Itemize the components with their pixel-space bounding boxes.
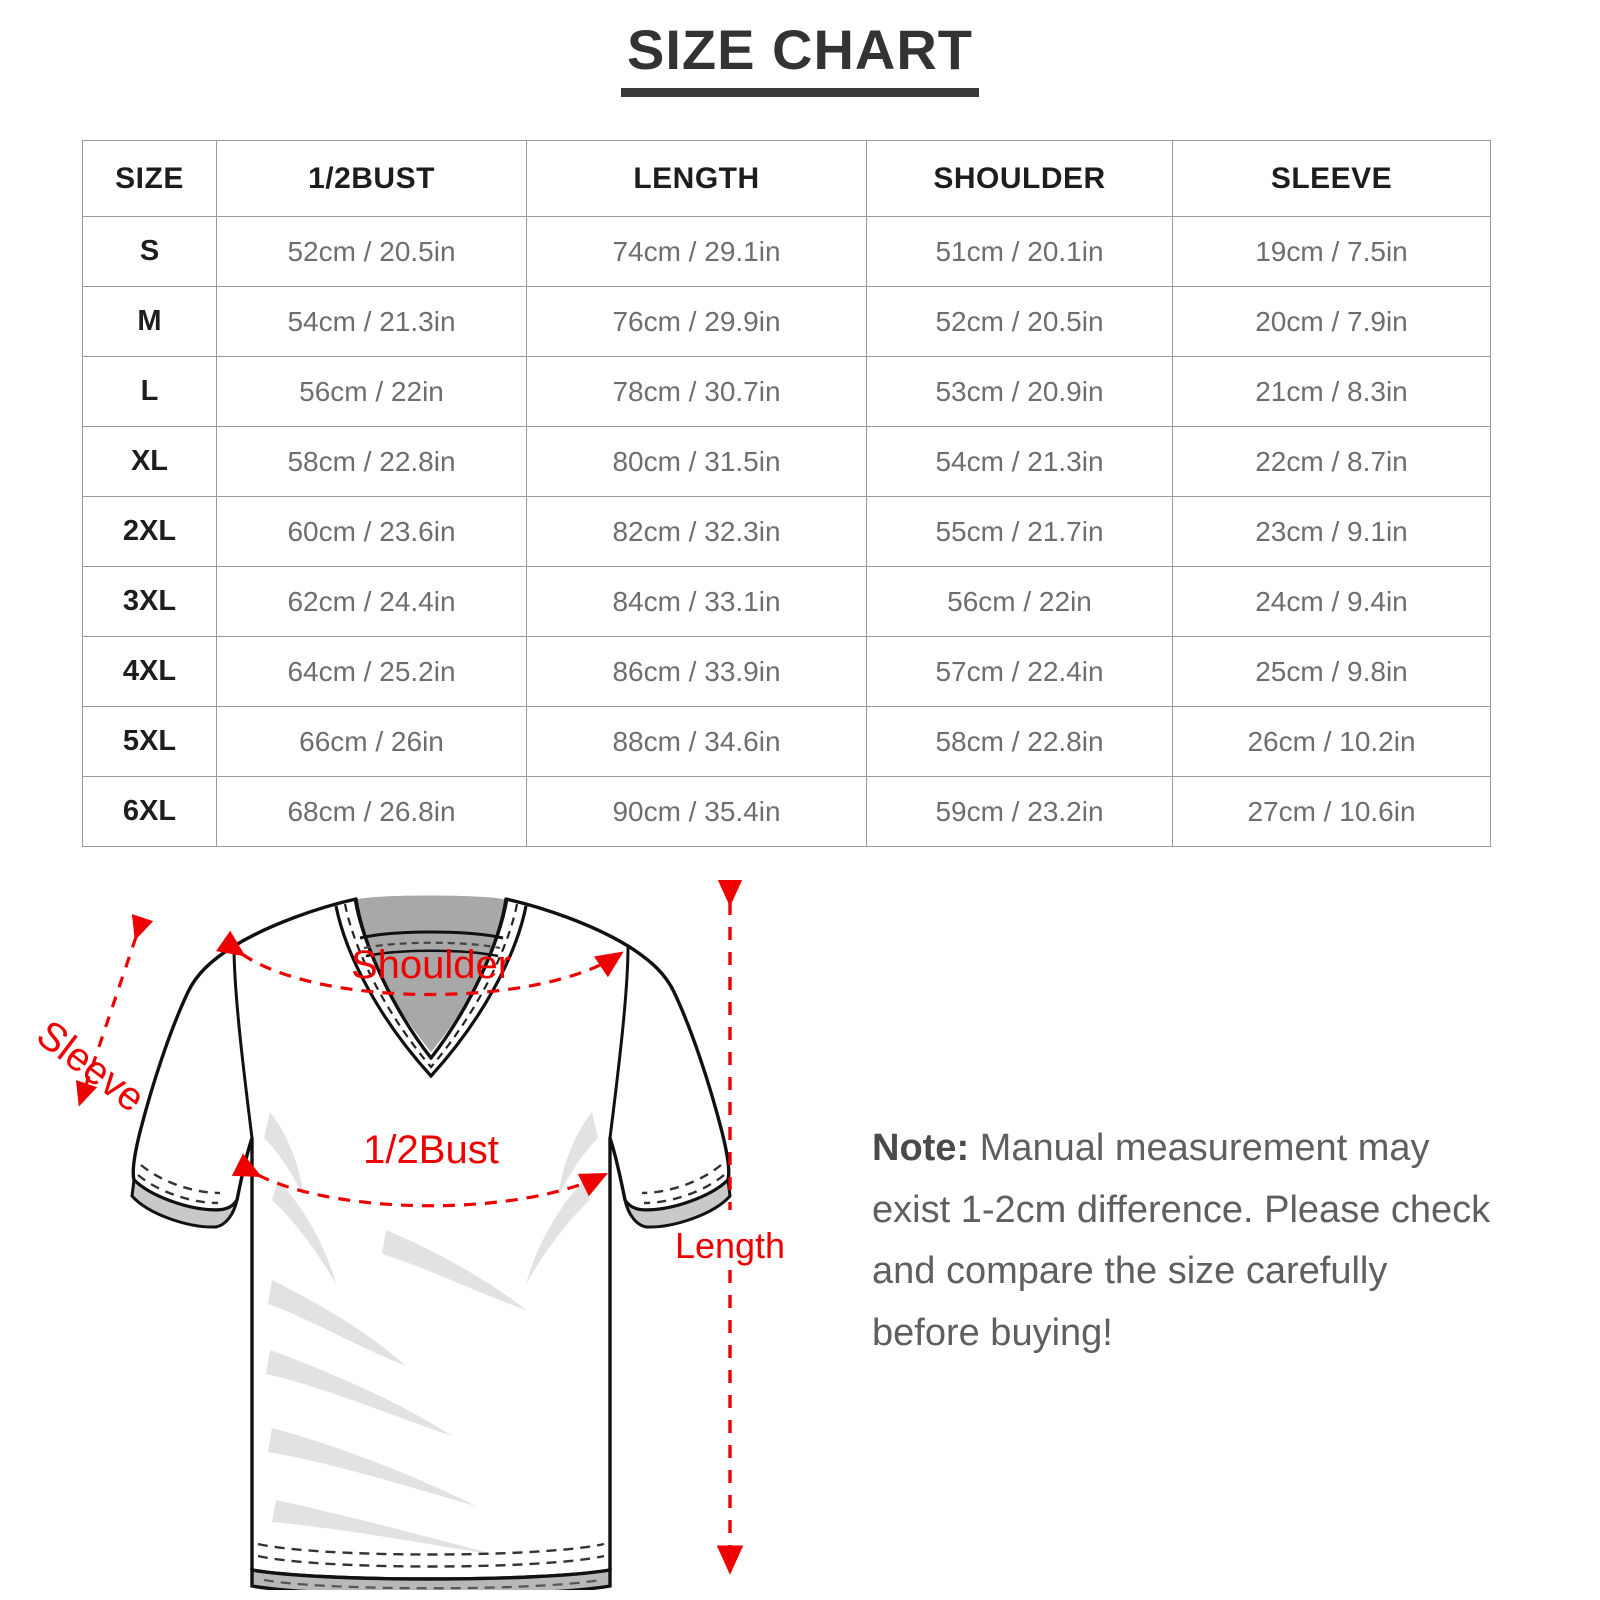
cell-sleeve: 25cm / 9.8in (1172, 636, 1491, 707)
cell-shoulder: 54cm / 21.3in (866, 426, 1173, 497)
length-label: Length (675, 1225, 785, 1266)
page-title-block: SIZE CHART (0, 22, 1600, 97)
shoulder-measure-annotation: Shoulder (215, 930, 624, 997)
cell-length: 78cm / 30.7in (526, 356, 867, 427)
cell-bust: 60cm / 23.6in (216, 496, 527, 567)
table-row: M 54cm / 21.3in 76cm / 29.9in 52cm / 20.… (82, 286, 1491, 357)
table-body: S 52cm / 20.5in 74cm / 29.1in 51cm / 20.… (82, 216, 1491, 847)
cell-sleeve: 27cm / 10.6in (1172, 776, 1491, 847)
title-underline-rule (621, 88, 979, 97)
cell-size: M (82, 286, 217, 357)
right-sleeve-hem (623, 1176, 732, 1229)
shoulder-label: Shoulder (351, 943, 511, 987)
table-row: 3XL 62cm / 24.4in 84cm / 33.1in 56cm / 2… (82, 566, 1491, 637)
right-shoulder-seam (608, 945, 630, 1139)
column-header-length: LENGTH (526, 140, 867, 217)
cell-shoulder: 59cm / 23.2in (866, 776, 1173, 847)
table-row: 6XL 68cm / 26.8in 90cm / 35.4in 59cm / 2… (82, 776, 1491, 847)
cell-bust: 52cm / 20.5in (216, 216, 527, 287)
cell-length: 76cm / 29.9in (526, 286, 867, 357)
table-row: S 52cm / 20.5in 74cm / 29.1in 51cm / 20.… (82, 216, 1491, 287)
cell-length: 90cm / 35.4in (526, 776, 867, 847)
table-row: 2XL 60cm / 23.6in 82cm / 32.3in 55cm / 2… (82, 496, 1491, 567)
cell-bust: 56cm / 22in (216, 356, 527, 427)
column-header-size: SIZE (82, 140, 217, 217)
cell-size: 6XL (82, 776, 217, 847)
cell-shoulder: 58cm / 22.8in (866, 706, 1173, 777)
cell-size: L (82, 356, 217, 427)
cell-sleeve: 19cm / 7.5in (1172, 216, 1491, 287)
sleeve-measure-annotation: Sleeve (29, 914, 154, 1121)
column-header-shoulder: SHOULDER (866, 140, 1173, 217)
cell-size: 2XL (82, 496, 217, 567)
cell-length: 84cm / 33.1in (526, 566, 867, 637)
cell-shoulder: 53cm / 20.9in (866, 356, 1173, 427)
table-row: L 56cm / 22in 78cm / 30.7in 53cm / 20.9i… (82, 356, 1491, 427)
column-header-sleeve: SLEEVE (1172, 140, 1491, 217)
sleeve-measure-line (75, 914, 154, 1107)
cell-size: 4XL (82, 636, 217, 707)
shoulder-measure-line (215, 930, 624, 997)
cell-sleeve: 24cm / 9.4in (1172, 566, 1491, 637)
cell-shoulder: 51cm / 20.1in (866, 216, 1173, 287)
cell-length: 74cm / 29.1in (526, 216, 867, 287)
left-sleeve-hem (130, 1176, 239, 1229)
table-row: 4XL 64cm / 25.2in 86cm / 33.9in 57cm / 2… (82, 636, 1491, 707)
table-row: 5XL 66cm / 26in 88cm / 34.6in 58cm / 22.… (82, 706, 1491, 777)
left-sleeve-stitch-a (140, 1164, 221, 1195)
note-body: Manual measurement may exist 1-2cm diffe… (872, 1127, 1491, 1354)
size-table: SIZE 1/2BUST LENGTH SHOULDER SLEEVE S 52… (82, 140, 1491, 847)
right-sleeve-stitch-b (643, 1174, 725, 1205)
bottom-hem-stitch-a (257, 1542, 605, 1556)
cell-bust: 66cm / 26in (216, 706, 527, 777)
cell-bust: 68cm / 26.8in (216, 776, 527, 847)
bottom-hem-stitch-b (257, 1554, 605, 1568)
cell-size: 5XL (82, 706, 217, 777)
cell-length: 86cm / 33.9in (526, 636, 867, 707)
cell-length: 82cm / 32.3in (526, 496, 867, 567)
cell-bust: 54cm / 21.3in (216, 286, 527, 357)
cell-length: 80cm / 31.5in (526, 426, 867, 497)
tshirt-measurement-diagram: Shoulder Sleeve 1/2Bust Length (20, 880, 840, 1590)
cell-shoulder: 56cm / 22in (866, 566, 1173, 637)
cell-bust: 62cm / 24.4in (216, 566, 527, 637)
cell-sleeve: 21cm / 8.3in (1172, 356, 1491, 427)
bust-label: 1/2Bust (363, 1128, 499, 1172)
cell-bust: 58cm / 22.8in (216, 426, 527, 497)
cell-bust: 64cm / 25.2in (216, 636, 527, 707)
table-header-row: SIZE 1/2BUST LENGTH SHOULDER SLEEVE (82, 140, 1491, 217)
right-sleeve-stitch-a (641, 1164, 722, 1195)
table-row: XL 58cm / 22.8in 80cm / 31.5in 54cm / 21… (82, 426, 1491, 497)
cell-sleeve: 20cm / 7.9in (1172, 286, 1491, 357)
cell-length: 88cm / 34.6in (526, 706, 867, 777)
bottom-hem (250, 1567, 612, 1590)
cell-shoulder: 55cm / 21.7in (866, 496, 1173, 567)
column-header-bust: 1/2BUST (216, 140, 527, 217)
cell-sleeve: 26cm / 10.2in (1172, 706, 1491, 777)
sleeve-label: Sleeve (29, 1012, 153, 1121)
tshirt-illustration (130, 895, 732, 1590)
page-title: SIZE CHART (627, 18, 973, 81)
cell-shoulder: 52cm / 20.5in (866, 286, 1173, 357)
cell-sleeve: 23cm / 9.1in (1172, 496, 1491, 567)
cell-size: S (82, 216, 217, 287)
bust-measure-line (231, 1153, 609, 1208)
left-sleeve-stitch-b (137, 1174, 219, 1205)
note-label: Note: (872, 1127, 970, 1169)
measurement-note: Note: Manual measurement may exist 1-2cm… (872, 1118, 1492, 1364)
cell-size: XL (82, 426, 217, 497)
cell-sleeve: 22cm / 8.7in (1172, 426, 1491, 497)
cell-shoulder: 57cm / 22.4in (866, 636, 1173, 707)
cell-size: 3XL (82, 566, 217, 637)
length-measure-annotation: Length (675, 880, 785, 1575)
bust-measure-annotation: 1/2Bust (231, 1128, 609, 1208)
